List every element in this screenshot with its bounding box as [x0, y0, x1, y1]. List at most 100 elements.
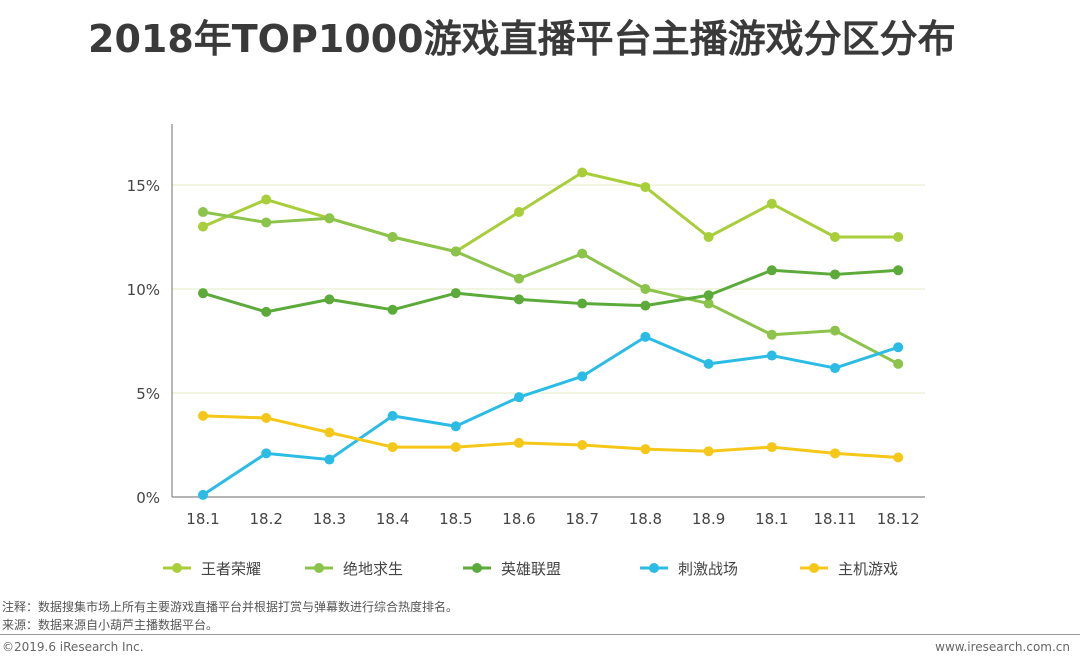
x-tick-label: 18.4 [376, 510, 409, 528]
data-point [766, 350, 777, 361]
series-line [202, 335, 899, 497]
legend-item: 绝地求生 [305, 560, 403, 578]
legend-item: 主机游戏 [800, 560, 898, 578]
data-point [577, 371, 588, 382]
legend-item: 王者荣耀 [163, 560, 261, 578]
legend-label: 刺激战场 [678, 560, 738, 578]
data-point [766, 198, 777, 209]
legend-item: 刺激战场 [640, 560, 738, 578]
legend-marker [172, 563, 182, 573]
data-point [514, 273, 524, 284]
data-point [450, 421, 461, 432]
y-tick-labels: 0% 5% 10% 15% [127, 177, 160, 507]
data-point [640, 300, 651, 311]
data-point [387, 442, 398, 453]
data-point [703, 290, 714, 301]
data-point [893, 452, 904, 463]
legend-label: 英雄联盟 [501, 560, 561, 578]
annotation-note: 注释：数据搜集市场上所有主要游戏直播平台并根据打赏与弹幕数进行综合热度排名。 [2, 600, 459, 614]
x-tick-label: 18.5 [439, 510, 472, 528]
copyright-text: ©2019.6 iResearch Inc. [2, 640, 144, 654]
data-point [198, 207, 208, 218]
data-point [577, 298, 588, 309]
legend-marker [809, 563, 819, 573]
data-point [514, 392, 524, 403]
data-point [830, 232, 840, 242]
data-point [640, 331, 651, 342]
data-point [703, 298, 714, 309]
website-text: www.iresearch.com.cn [935, 640, 1070, 654]
data-point [324, 213, 335, 224]
data-point [324, 454, 335, 465]
y-tick-label: 10% [127, 281, 160, 299]
data-point [387, 232, 398, 242]
data-point [514, 294, 524, 305]
series-line [202, 171, 899, 254]
legend-marker [314, 563, 324, 573]
data-point [577, 440, 588, 450]
data-point [198, 288, 208, 299]
data-point [450, 442, 461, 453]
x-tick-label: 18.7 [565, 510, 598, 528]
legend-marker [649, 563, 659, 573]
data-point [198, 410, 208, 421]
data-point [261, 306, 272, 317]
x-tick-labels: 18.1 18.2 18.3 18.4 18.5 18.6 18.7 18.8 18.9 18.1… [186, 510, 919, 528]
data-point [893, 265, 904, 276]
series-2 [198, 265, 904, 317]
data-point [261, 194, 272, 205]
data-point [893, 358, 904, 369]
x-tick-label: 18.6 [502, 510, 535, 528]
series-line [202, 414, 899, 459]
x-tick-label: 18.2 [249, 510, 282, 528]
data-point [261, 448, 272, 459]
data-point [514, 437, 524, 448]
series-0 [198, 167, 904, 257]
data-point [261, 412, 272, 423]
data-point [766, 329, 777, 340]
data-point [703, 358, 714, 369]
legend-label: 主机游戏 [838, 560, 898, 578]
data-point [514, 207, 524, 218]
legend-label: 王者荣耀 [201, 560, 261, 578]
x-tick-label: 18.9 [692, 510, 725, 528]
data-point [387, 410, 398, 421]
y-tick-label: 0% [136, 489, 160, 507]
x-tick-label: 18.12 [877, 510, 920, 528]
data-point [640, 444, 651, 455]
data-point [703, 232, 714, 242]
footer-divider [0, 634, 1080, 635]
data-point [766, 265, 777, 276]
data-point [640, 182, 651, 193]
data-point [261, 217, 272, 228]
series-lines [198, 167, 904, 500]
data-point [387, 304, 398, 315]
x-tick-label: 18.3 [313, 510, 346, 528]
series-1 [198, 207, 904, 369]
legend-item: 英雄联盟 [463, 560, 561, 578]
data-point [324, 427, 335, 438]
data-point [450, 288, 461, 299]
chart-title: 2018年TOP1000游戏直播平台主播游戏分区分布 [88, 17, 956, 61]
source-note: 来源：数据来源自小葫芦主播数据平台。 [2, 618, 219, 632]
series-4 [198, 410, 904, 463]
series-line [202, 268, 899, 314]
data-point [577, 248, 588, 259]
legend-label: 绝地求生 [343, 560, 403, 578]
data-point [450, 246, 461, 257]
data-point [830, 325, 840, 336]
x-tick-label: 18.1 [755, 510, 788, 528]
x-tick-label: 18.8 [629, 510, 662, 528]
data-point [830, 363, 840, 374]
y-tick-label: 5% [136, 385, 160, 403]
data-point [640, 284, 651, 294]
data-point [577, 167, 588, 178]
legend: 王者荣耀 绝地求生 英雄联盟 刺激战场 主机游戏 [163, 560, 898, 578]
x-tick-label: 18.11 [814, 510, 857, 528]
y-tick-label: 15% [127, 177, 160, 195]
data-point [893, 342, 904, 353]
data-point [324, 294, 335, 305]
data-point [830, 269, 840, 280]
line-chart: 0%5%10%15% 18.1 18.2 18.3 18.4 18.5 18.6 18.7 1… [127, 124, 925, 578]
legend-marker [472, 563, 482, 573]
